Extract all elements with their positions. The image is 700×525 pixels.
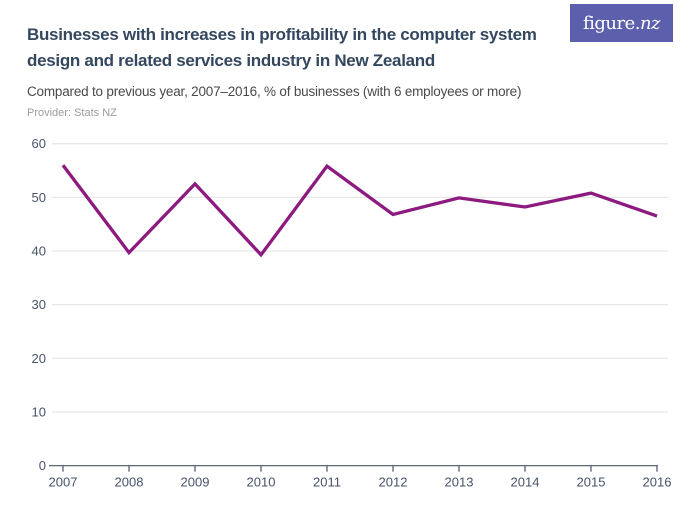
logo-text-nz: nz [639, 12, 661, 34]
svg-text:40: 40 [32, 244, 46, 259]
svg-text:2016: 2016 [643, 475, 672, 490]
svg-text:30: 30 [32, 297, 46, 312]
x-axis-labels: 2007 2008 2009 2010 2011 2012 2013 2014 2015 2016 [49, 475, 672, 490]
svg-text:20: 20 [32, 351, 46, 366]
logo-text: figure. [582, 12, 641, 34]
line-chart: 0 10 20 30 40 50 60 2007 2008 2009 2010 2011 2012 201… [32, 136, 672, 490]
svg-text:60: 60 [32, 136, 46, 151]
svg-text:2013: 2013 [445, 475, 474, 490]
provider-label: Provider: Stats NZ [27, 107, 117, 119]
chart-title-line1: Businesses with increases in profitabili… [27, 25, 537, 44]
svg-text:2009: 2009 [181, 475, 210, 490]
data-line [61, 163, 658, 258]
chart-title: Businesses with increases in profitabili… [27, 22, 537, 74]
chart-subtitle: Compared to previous year, 2007–2016, % … [27, 84, 522, 99]
svg-text:2011: 2011 [313, 475, 341, 490]
svg-text:0: 0 [39, 458, 46, 473]
svg-text:50: 50 [32, 190, 46, 205]
svg-text:2014: 2014 [511, 475, 540, 490]
svg-text:2010: 2010 [247, 475, 276, 490]
y-gridlines [52, 143, 668, 413]
y-axis-labels: 0 10 20 30 40 50 60 [32, 136, 46, 473]
x-tick-marks [62, 465, 658, 472]
chart-title-line2: design and related services industry in … [27, 51, 435, 70]
svg-text:2007: 2007 [49, 475, 78, 490]
svg-text:10: 10 [32, 405, 46, 420]
svg-text:2012: 2012 [379, 475, 408, 490]
figurenz-logo: figure. nz [570, 4, 673, 42]
svg-text:2015: 2015 [577, 475, 606, 490]
svg-text:2008: 2008 [115, 475, 144, 490]
